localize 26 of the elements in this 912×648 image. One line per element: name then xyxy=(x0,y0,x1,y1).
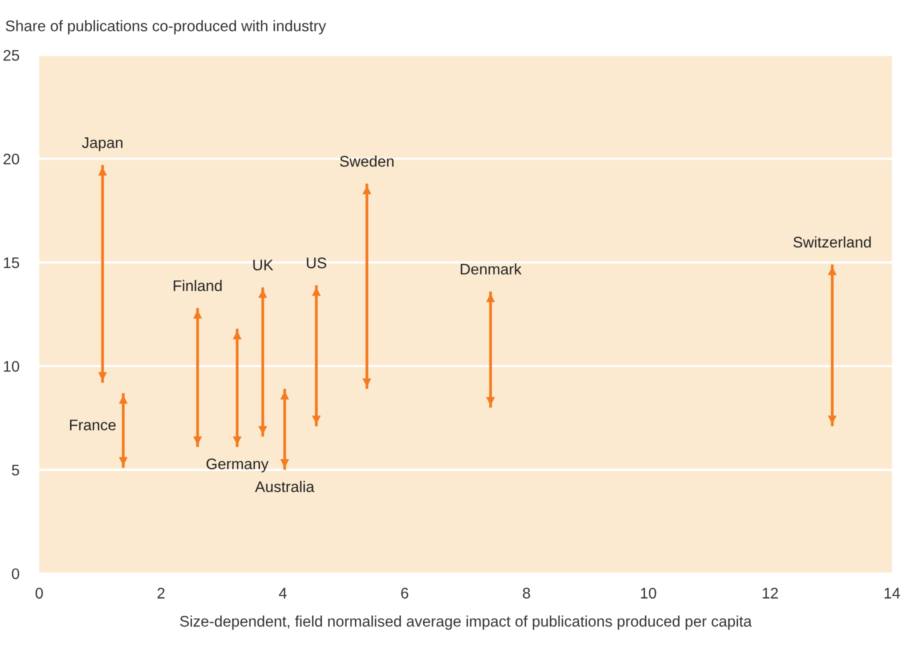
annotation: Sweden xyxy=(340,156,394,167)
annotation: Switzerland xyxy=(793,236,871,248)
x-tick-label: 0 xyxy=(36,588,43,599)
y-tick-label: 20 xyxy=(4,154,20,164)
y-tick-label: 10 xyxy=(4,360,20,372)
y-axis-title: Share of publications co-produced with industry xyxy=(6,20,326,34)
annotation: France xyxy=(70,420,116,430)
y-tick-label: 5 xyxy=(12,464,20,476)
x-tick-label: 14 xyxy=(884,588,900,598)
annotation: UK xyxy=(253,260,274,270)
annotation: Japan xyxy=(82,137,122,152)
x-tick-label: 2 xyxy=(158,588,165,598)
y-tick-label: 25 xyxy=(4,50,20,61)
x-axis-title: Size-dependent, field normalised average impact of publications produced per capita xyxy=(180,616,752,630)
annotation: Denmark xyxy=(460,263,522,275)
x-tick-label: 4 xyxy=(278,588,287,598)
annotation: US xyxy=(306,258,326,268)
y-tick-label: 0 xyxy=(12,568,20,580)
annotation: Australia xyxy=(254,480,314,492)
x-tick-label: 12 xyxy=(762,588,778,598)
x-tick-label: 10 xyxy=(640,588,656,599)
y-tick-label: 15 xyxy=(4,257,20,268)
annotation: Finland xyxy=(174,280,222,292)
x-tick-label: 6 xyxy=(401,588,408,599)
x-tick-label: 8 xyxy=(522,588,530,599)
annotation: Germany xyxy=(206,458,269,472)
